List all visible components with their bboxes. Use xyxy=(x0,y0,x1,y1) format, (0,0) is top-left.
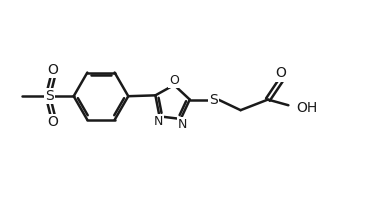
Text: N: N xyxy=(153,115,163,128)
Text: N: N xyxy=(177,118,187,131)
Text: S: S xyxy=(45,89,53,103)
Text: O: O xyxy=(276,66,286,80)
Text: O: O xyxy=(169,74,179,87)
Text: O: O xyxy=(47,115,58,129)
Text: OH: OH xyxy=(296,101,317,115)
Text: O: O xyxy=(47,63,58,77)
Text: S: S xyxy=(209,93,218,107)
